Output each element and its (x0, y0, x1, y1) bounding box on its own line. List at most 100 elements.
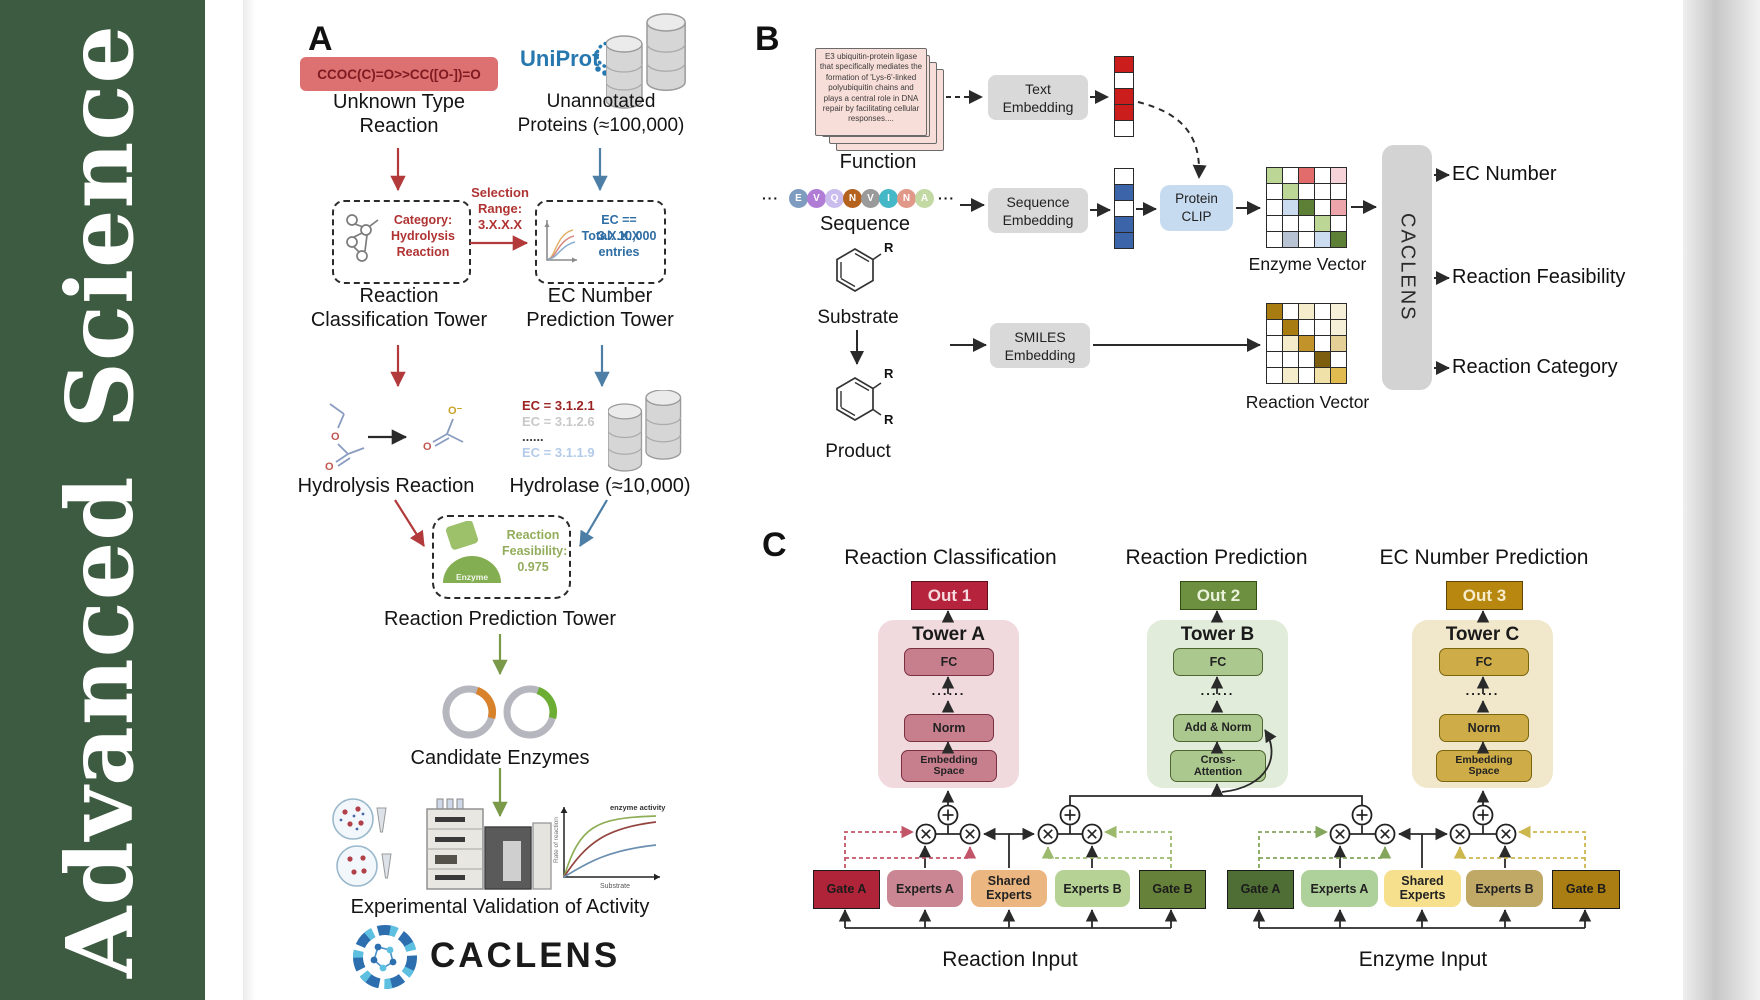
feasibility-line-2: Feasibility: (502, 544, 568, 558)
ester-molecule: O O (325, 403, 365, 473)
panel-a-label: A (308, 20, 333, 58)
tower-b-crossattention-l1: Cross- (1200, 754, 1236, 766)
output-reaction-feasibility: Reaction Feasibility (1452, 266, 1626, 288)
smiles-embedding-line1: SMILES (1014, 328, 1066, 345)
sequence-embedding-line1: Sequence (1006, 193, 1070, 210)
function-card-text: E3 ubiquitin-protein ligase that specific… (819, 52, 923, 124)
tower-c-embedding-l2: Space (1468, 765, 1500, 777)
function-card: E3 ubiquitin-protein ligase that specific… (815, 48, 927, 136)
protein-clip-line1: Protein (1175, 191, 1218, 206)
tower-c-embedding-l1: Embedding (1455, 753, 1513, 766)
enzyme-experts-a: Experts A (1301, 870, 1378, 907)
acetate-molecule: O⁻ O (423, 405, 464, 453)
substrate-molecule (836, 248, 882, 292)
tower-b-crossattention: Cross- Attention (1170, 750, 1266, 782)
out3-box: Out 3 (1446, 581, 1523, 610)
tower-b-addnorm: Add & Norm (1173, 714, 1263, 742)
text-embedding-line2: Embedding (1002, 98, 1074, 115)
product-label: Product (825, 441, 891, 462)
svg-text:Substrate: Substrate (600, 883, 630, 890)
experimental-validation-label: Experimental Validation of Activity (350, 896, 650, 918)
ecbox-line-3: entries (598, 245, 640, 259)
selection-line-1: Selection (471, 185, 529, 200)
protein-clip-box: Protein CLIP (1160, 185, 1233, 231)
panel-c-label: C (762, 526, 787, 564)
title-reaction-classification: Reaction Classification (844, 546, 1057, 569)
sequence-label: Sequence (819, 213, 911, 235)
product-molecule (836, 377, 882, 421)
enzyme-vector-label: Enzyme Vector (1248, 254, 1367, 274)
smiles-embedding-line2: Embedding (1004, 346, 1076, 363)
title-reaction-prediction: Reaction Prediction (1125, 546, 1308, 569)
product-r2-label: R (884, 412, 894, 427)
product-r1-label: R (884, 366, 894, 381)
journal-brand: Advanced Science (46, 24, 154, 978)
caclens-bar: CACLENS (1382, 145, 1432, 390)
tower-c-name: Tower C (1445, 624, 1520, 645)
category-line-1: Category: (393, 213, 453, 227)
tower-a-fc: FC (904, 648, 994, 676)
reaction-gate-b: Gate B (1139, 870, 1206, 909)
enzyme-shared-experts: Shared Experts (1384, 870, 1461, 907)
reaction-gate-a: Gate A (813, 870, 880, 909)
enzyme-gate-b: Gate B (1552, 870, 1620, 909)
tower-a-embedding-l2: Space (933, 765, 965, 777)
mixture-operators (915, 804, 1517, 845)
molecule-sketch-icon (346, 214, 379, 262)
sequence-ellipsis-right: ··· (938, 190, 955, 206)
sequence-embedding-line2: Embedding (1002, 211, 1074, 228)
reaction-experts-a: Experts A (887, 870, 963, 907)
function-label: Function (839, 151, 917, 173)
reaction-vector-label: Reaction Vector (1245, 392, 1370, 412)
journal-sidebar: Advanced Science (0, 0, 205, 1000)
title-ec-number-prediction: EC Number Prediction (1379, 546, 1589, 569)
panel-b-arrows (850, 90, 1450, 375)
svg-text:O⁻: O⁻ (448, 405, 463, 417)
enzyme-input-label: Enzyme Input (1358, 948, 1488, 971)
ec-tower-label-1: EC Number (547, 285, 653, 307)
rc-tower-label-2: Classification Tower (310, 309, 488, 331)
sample-dishes-icon (332, 798, 392, 887)
feasibility-line-3: 0.975 (517, 560, 549, 574)
reaction-classification-box (332, 200, 471, 284)
tower-a-embedding: Embedding Space (901, 750, 997, 782)
out1-box: Out 1 (911, 581, 988, 610)
tower-b-dots: ...... (1200, 683, 1235, 698)
reaction-vector-grid (1266, 303, 1347, 384)
caclens-bar-text: CACLENS (1396, 213, 1419, 322)
plasmid-icons (442, 685, 557, 739)
output-ec-number: EC Number (1452, 163, 1557, 185)
caclens-wordmark: CACLENS (430, 936, 621, 975)
svg-text:Rate of reaction: Rate of reaction (553, 817, 560, 863)
svg-text:O: O (423, 441, 432, 453)
sequence-embedding-box: Sequence Embedding (988, 188, 1088, 233)
substrate-label: Substrate (817, 307, 899, 328)
reaction-shared-l1: Shared (987, 874, 1031, 888)
hydrolysis-reaction-label: Hydrolysis Reaction (297, 475, 475, 497)
tower-c-dots: ...... (1465, 683, 1500, 698)
enzyme-shared-l2: Experts (1399, 887, 1446, 902)
enzyme-blob-icon (443, 521, 501, 583)
hplc-instrument-icon (426, 798, 552, 890)
text-embedding-box: Text Embedding (988, 75, 1088, 120)
tower-a-dots: ...... (931, 683, 966, 698)
ecbox-line-2: Total: 10,000 (581, 229, 657, 243)
sequence-ellipsis-left: ··· (762, 190, 779, 206)
reaction-shared-experts: Shared Experts (971, 870, 1047, 907)
enzyme-gate-a: Gate A (1227, 870, 1294, 909)
tower-a-norm: Norm (904, 714, 994, 742)
out2-box: Out 2 (1180, 581, 1257, 610)
kinetics-plot: enzyme activity Rate of reaction Substra… (553, 803, 666, 890)
ec-list: EC = 3.1.2.1 EC = 3.1.2.6...... EC = 3.1.1… (522, 398, 595, 460)
page-curl-shadow (1683, 0, 1760, 1000)
tower-c-embedding: Embedding Space (1436, 750, 1532, 782)
tower-b-fc: FC (1173, 648, 1263, 676)
unknown-reaction-label-1: Unknown Type (333, 91, 465, 113)
rp-tower-label: Reaction Prediction Tower (384, 608, 616, 630)
panel-b-label: B (755, 20, 780, 58)
unannotated-label-1: Unannotated (546, 91, 656, 112)
feasibility-line-1: Reaction (506, 528, 560, 542)
enzyme-experts-b: Experts B (1466, 870, 1543, 907)
tower-a-name: Tower A (912, 624, 985, 645)
